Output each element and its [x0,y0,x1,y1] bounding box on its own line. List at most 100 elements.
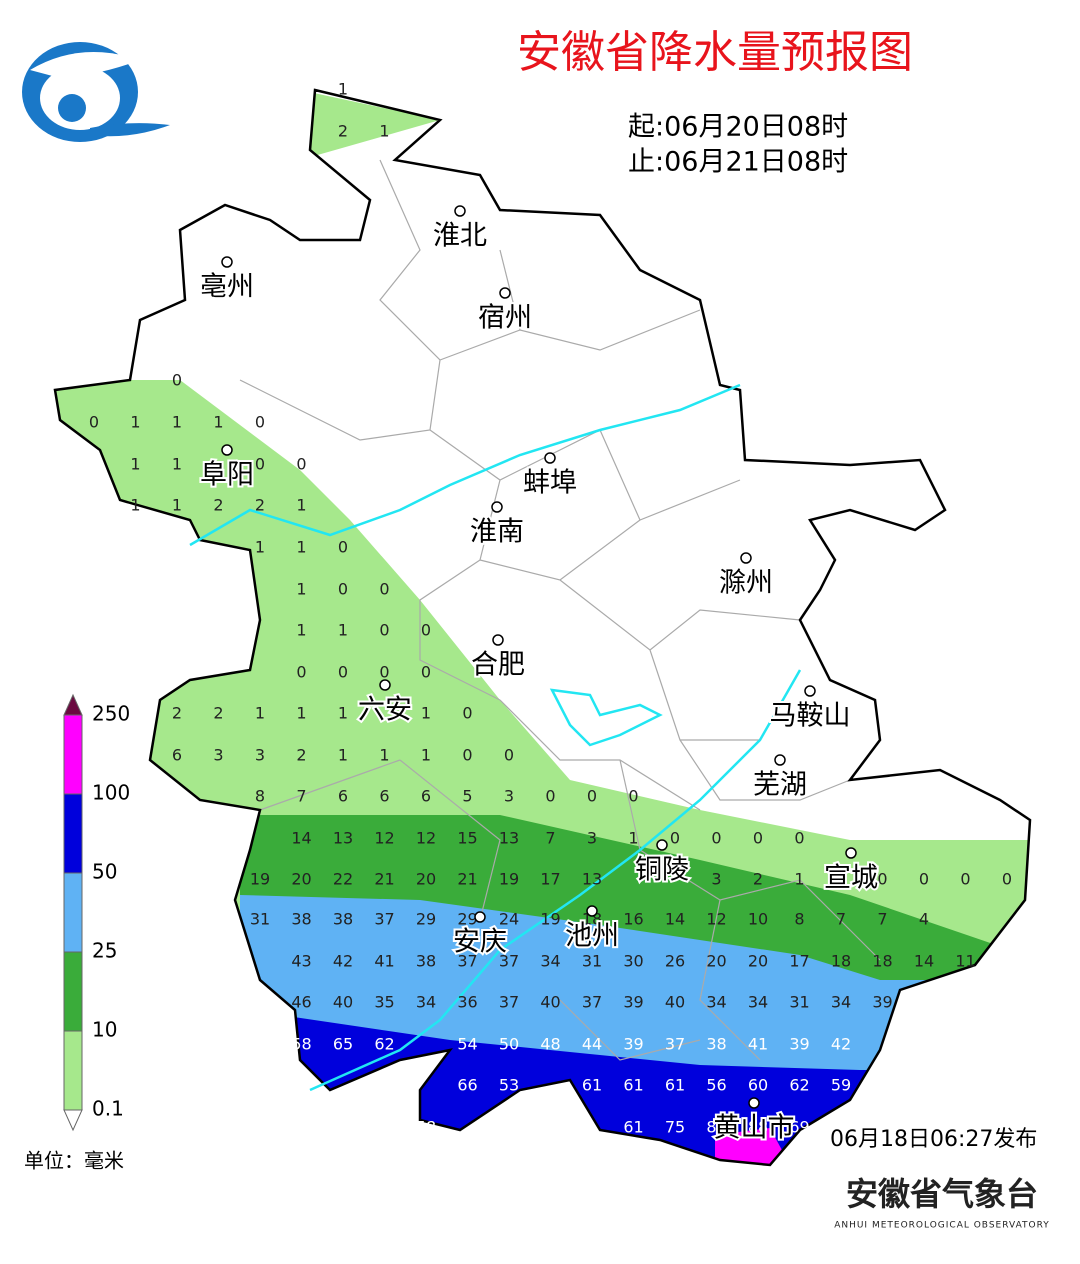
period-start: 起:06月20日08时 [628,112,848,143]
grid-value: 0 [338,580,348,599]
grid-value: 39 [872,993,892,1012]
grid-value: 1 [130,496,140,515]
city-label: 宣城 [824,863,878,894]
grid-value: 48 [540,1035,560,1054]
legend-swatch [63,714,83,795]
grid-value: 0 [421,621,431,640]
legend-tick-label: 50 [92,860,117,884]
city-label: 马鞍山 [770,701,851,732]
grid-value: 1 [296,496,306,515]
legend-swatch [63,793,83,874]
city-label: 滁州 [719,568,773,599]
grid-value: 66 [457,1076,477,1095]
grid-value: 3 [504,787,514,806]
grid-value: 34 [831,993,851,1012]
city-label: 铜陵 [635,855,689,886]
grid-value: 20 [748,952,768,971]
grid-value: 39 [789,1035,809,1054]
grid-value: 29 [416,910,436,929]
city-marker [454,205,466,217]
publisher-name: 安徽省气象台 [846,1175,1038,1213]
grid-value: 1 [296,538,306,557]
city-marker [774,754,786,766]
grid-value: 6 [172,746,182,765]
grid-value: 0 [960,870,970,889]
grid-value: 0 [172,371,182,390]
legend: 0.1 10 25 50 100 250 [63,693,130,1132]
grid-value: 10 [748,910,768,929]
grid-value: 0 [711,829,721,848]
grid-value: 3 [255,746,265,765]
grid-value: 50 [499,1035,519,1054]
grid-value: 0 [338,538,348,557]
unit-label: 单位：毫米 [24,1149,124,1173]
grid-value: 1 [296,580,306,599]
grid-value: 17 [789,952,809,971]
grid-value: 8 [794,910,804,929]
period-end: 止:06月21日08时 [628,147,848,178]
grid-value: 0 [877,870,887,889]
grid-value: 0 [296,663,306,682]
grid-value: 58 [416,1118,436,1137]
grid-value: 61 [582,1076,602,1095]
grid-value: 53 [499,1076,519,1095]
grid-value: 22 [333,870,353,889]
legend-swatch [63,951,83,1032]
grid-value: 62 [374,1035,394,1054]
grid-value: 3 [213,746,223,765]
grid-value: 12 [706,910,726,929]
grid-value: 31 [582,952,602,971]
grid-value: 1 [338,746,348,765]
grid-value: 24 [499,910,519,929]
grid-value: 41 [748,1035,768,1054]
grid-value: 7 [296,787,306,806]
city-marker [804,685,816,697]
logo [22,42,170,142]
grid-value: 14 [665,910,685,929]
grid-value: 19 [250,870,270,889]
grid-value: 54 [457,1035,477,1054]
grid-value: 1 [338,704,348,723]
grid-value: 1 [338,80,348,99]
grid-value: 61 [623,1118,643,1137]
grid-value: 62 [789,1076,809,1095]
city-marker [499,287,511,299]
grid-value: 75 [665,1118,685,1137]
grid-value: 0 [89,413,99,432]
grid-value: 88 [706,1118,726,1137]
grid-value: 1 [130,413,140,432]
grid-value: 6 [379,787,389,806]
grid-value: 42 [831,1035,851,1054]
grid-value: 20 [291,870,311,889]
grid-value: 38 [291,910,311,929]
grid-value: 42 [333,952,353,971]
grid-value: 88 [748,1118,768,1137]
grid-value: 17 [540,870,560,889]
grid-value: 2 [255,496,265,515]
legend-cap-low [63,1109,83,1132]
grid-value: 0 [504,746,514,765]
grid-value: 30 [623,952,643,971]
grid-value: 6 [338,787,348,806]
grid-value: 13 [499,829,519,848]
grid-value: 12 [416,829,436,848]
grid-value: 39 [623,1035,643,1054]
grid-value: 65 [333,1035,353,1054]
grid-value: 7 [545,829,555,848]
grid-value: 26 [665,952,685,971]
grid-value: 1 [172,413,182,432]
city-marker [221,444,233,456]
city-marker [379,679,391,691]
grid-value: 15 [457,829,477,848]
city-label: 阜阳 [200,460,254,491]
grid-value: 2 [753,870,763,889]
grid-value: 2 [296,746,306,765]
grid-value: 6 [421,787,431,806]
grid-value: 1 [296,621,306,640]
city-marker [221,256,233,268]
grid-value: 0 [462,704,472,723]
grid-value: 31 [250,910,270,929]
city-label: 黄山市 [714,1113,795,1144]
grid-value: 61 [623,1076,643,1095]
